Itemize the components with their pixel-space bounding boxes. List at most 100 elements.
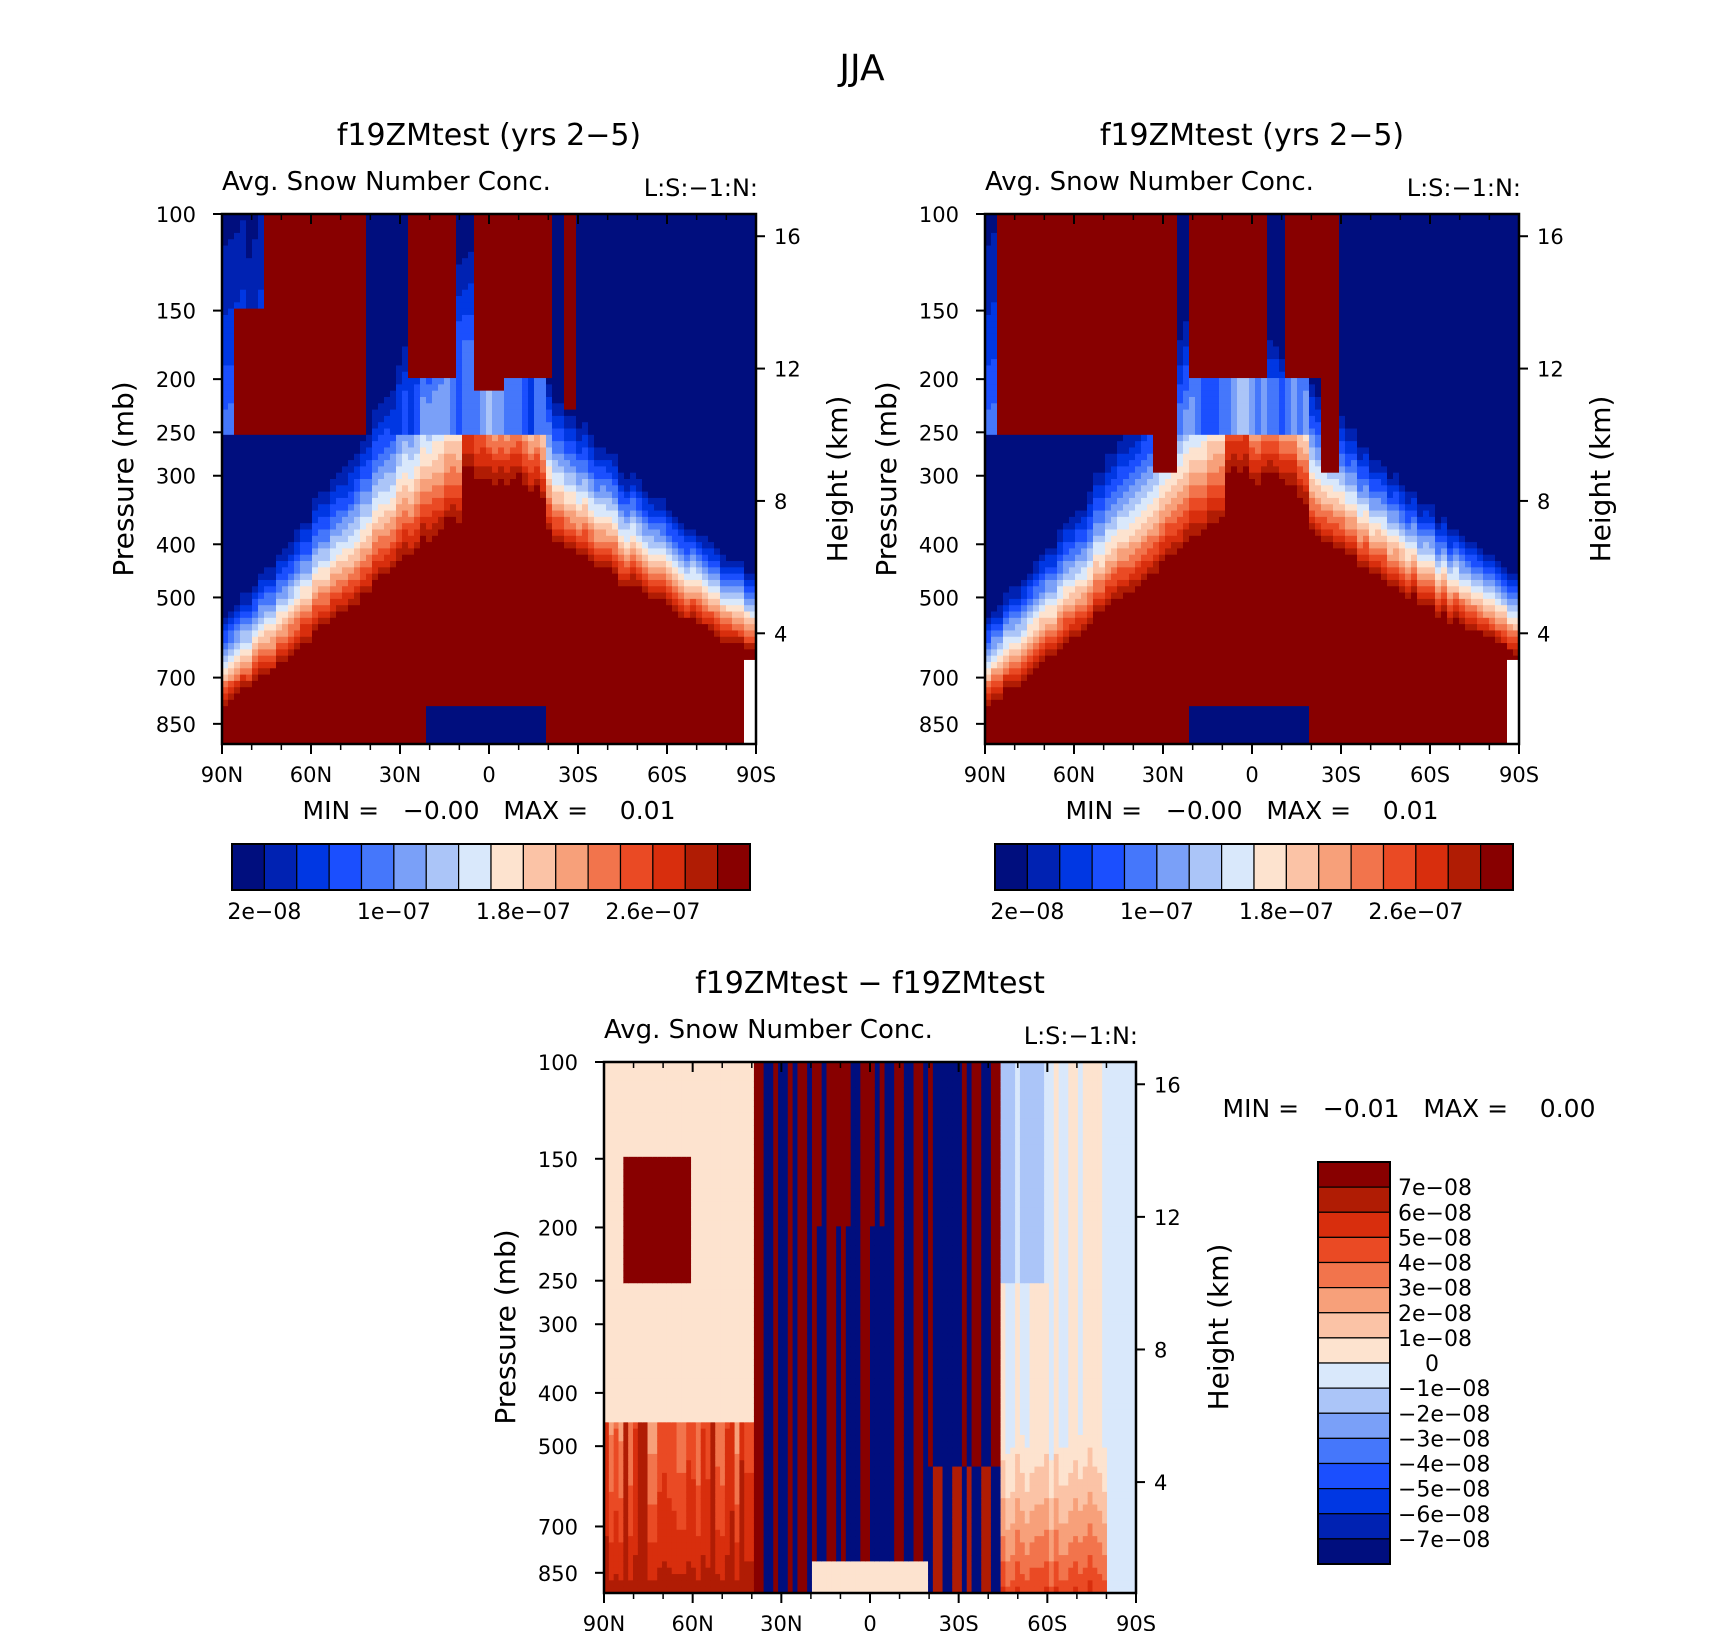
contour-cell [354,378,361,385]
contour-cell [474,441,481,449]
contour-cell [288,447,295,455]
contour-cell [534,636,541,644]
contour-cell [420,258,427,266]
contour-cell [264,718,271,726]
contour-cell [222,693,229,701]
contour-cell [474,251,481,259]
contour-cell [540,516,547,524]
contour-cell [276,409,283,417]
contour-cell [240,214,247,221]
contour-cell [258,333,265,341]
contour-cell [294,214,301,221]
contour-cell [426,491,433,499]
contour-cell [492,321,499,329]
contour-cell [264,737,271,744]
contour-cell [522,258,529,266]
contour-cell [264,636,271,644]
contour-cell [558,725,565,732]
contour-cell [252,523,259,531]
contour-cell [324,573,331,581]
contour-cell [276,239,283,247]
contour-cell [228,296,235,303]
contour-cell [528,497,535,505]
contour-cell [432,605,439,613]
contour-cell [450,706,457,714]
contour-cell [408,296,415,303]
contour-cell [534,485,541,493]
contour-cell [294,516,301,524]
contour-cell [462,554,469,562]
contour-cell [354,693,361,701]
contour-cell [558,453,565,461]
contour-cell [336,302,343,310]
contour-cell [384,378,391,385]
contour-cell [498,296,505,303]
contour-cell [294,643,301,650]
contour-cell [366,251,373,259]
contour-cell [342,409,349,417]
contour-cell [402,251,409,259]
contour-cell [354,611,361,619]
contour-cell [492,573,499,581]
contour-cell [480,239,487,247]
contour-cell [564,220,571,228]
contour-cell [282,624,289,632]
contour-cell [486,598,493,606]
contour-cell [498,718,505,726]
contour-cell [420,617,427,625]
contour-cell [408,245,415,253]
contour-cell [498,561,505,568]
contour-cell [522,611,529,619]
contour-cell [330,617,337,625]
contour-cell [396,251,403,259]
contour-cell [342,384,349,392]
contour-cell [342,516,349,524]
contour-cell [276,649,283,657]
contour-cell [432,668,439,676]
contour-cell [330,510,337,518]
contour-cell [342,289,349,297]
contour-cell [426,460,433,467]
contour-cell [276,573,283,581]
contour-cell [468,296,475,303]
contour-cell [390,668,397,676]
contour-cell [288,434,295,442]
contour-cell [396,598,403,606]
contour-cell [414,340,421,348]
contour-cell [300,396,307,404]
contour-cell [240,296,247,303]
contour-cell [318,497,325,505]
contour-cell [486,611,493,619]
contour-cell [354,706,361,714]
contour-cell [234,340,241,348]
contour-cell [330,479,337,486]
contour-cell [372,725,379,732]
contour-cell [450,403,457,411]
contour-cell [552,630,559,638]
contour-cell [444,327,451,335]
contour-cell [366,352,373,360]
contour-cell [432,586,439,594]
contour-cell [336,516,343,524]
contour-cell [288,277,295,285]
contour-cell [240,434,247,442]
contour-cell [570,643,577,650]
contour-cell [516,699,523,707]
contour-cell [354,649,361,657]
contour-cell [402,598,409,606]
contour-cell [360,573,367,581]
contour-cell [372,220,379,228]
contour-cell [258,731,265,739]
contour-cell [510,258,517,266]
contour-cell [462,384,469,392]
contour-cell [258,346,265,354]
contour-cell [390,333,397,341]
contour-cell [528,479,535,486]
contour-cell [462,441,469,449]
contour-cell [252,314,259,322]
contour-cell [510,510,517,518]
contour-cell [306,264,313,272]
contour-cell [252,731,259,739]
contour-cell [270,321,277,329]
contour-cell [276,302,283,310]
